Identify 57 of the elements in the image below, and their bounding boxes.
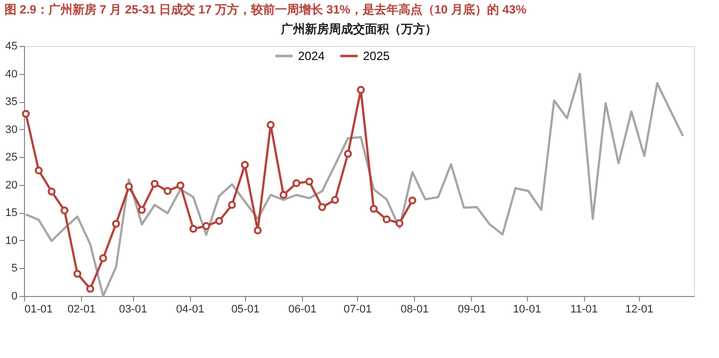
y-tick-label: 45 (5, 40, 18, 52)
point (99, 254, 108, 262)
point (202, 222, 210, 230)
point (266, 120, 275, 129)
point (370, 204, 378, 213)
point (356, 86, 365, 94)
y-tick-label: 35 (5, 96, 18, 108)
point (254, 226, 262, 234)
x-tick-label: 07-01 (344, 304, 372, 316)
point (344, 150, 352, 158)
point (318, 203, 326, 212)
x-tick-label: 09-01 (458, 304, 486, 316)
point (292, 179, 300, 188)
point (22, 110, 30, 118)
y-tick-label: 25 (5, 152, 18, 164)
legend-label: 2024 (298, 49, 326, 63)
point (138, 206, 146, 214)
y-tick-label: 40 (5, 68, 18, 80)
x-tick-label: 06-01 (288, 304, 317, 316)
point (382, 215, 391, 224)
x-tick-label: 10-01 (512, 304, 542, 316)
chart-subtitle: 广州新房周成交面积（万方） (280, 22, 437, 36)
point (240, 160, 249, 169)
point (228, 200, 236, 209)
point (124, 182, 133, 191)
point (280, 190, 288, 199)
x-tick-label: 04-01 (176, 304, 204, 316)
point (34, 166, 43, 174)
y-tick-label: 30 (5, 124, 18, 136)
y-tick-label: 15 (5, 207, 18, 220)
point (396, 219, 404, 228)
point (215, 217, 224, 225)
x-tick-label: 12-01 (625, 304, 654, 316)
point (150, 180, 159, 188)
point (176, 181, 184, 190)
point (112, 220, 120, 228)
point (331, 196, 340, 204)
x-tick-label: 08-01 (400, 304, 429, 316)
y-tick-label: 5 (11, 262, 18, 275)
point (164, 187, 172, 195)
point (73, 270, 82, 278)
point (305, 178, 314, 186)
y-tick-label: 10 (5, 234, 18, 247)
x-tick-label: 01-01 (24, 304, 53, 316)
x-tick-label: 05-01 (231, 304, 260, 316)
y-tick-label: 20 (5, 179, 18, 192)
chart-title: 图 2.9：广州新房 7 月 25-31 日成交 17 万方，较前一周增长 31%，是去年高点（10 月底）的 43% (4, 2, 527, 16)
point (189, 224, 198, 233)
point (86, 284, 94, 293)
point (48, 188, 56, 196)
x-tick-label: 02-01 (67, 304, 96, 316)
point (408, 196, 416, 204)
x-tick-label: 11-01 (570, 304, 598, 316)
legend-label: 2025 (363, 49, 390, 63)
point (60, 206, 68, 214)
x-tick-label: 03-01 (119, 304, 148, 316)
y-tick-label: 0 (11, 290, 18, 302)
